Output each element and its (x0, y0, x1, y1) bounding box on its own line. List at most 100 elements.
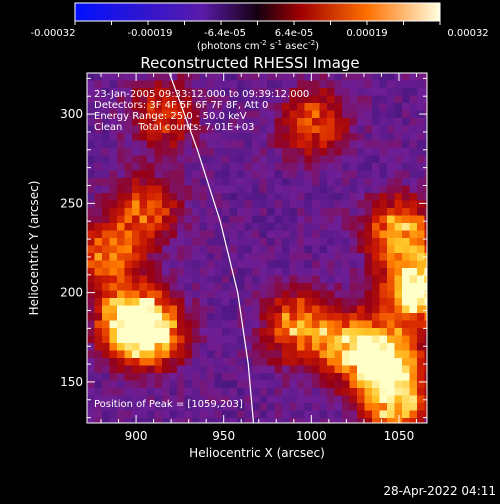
heatmap-cell (169, 290, 178, 299)
heatmap-cell (229, 163, 238, 172)
heatmap-cell (102, 163, 111, 172)
heatmap-cell (417, 410, 426, 419)
heatmap-cell (139, 95, 148, 104)
heatmap-cell (252, 320, 261, 329)
heatmap-cell (109, 178, 118, 187)
heatmap-cell (102, 103, 111, 112)
heatmap-cell (297, 283, 306, 292)
heatmap-cell (147, 230, 156, 239)
heatmap-cell (379, 230, 388, 239)
heatmap-cell (117, 200, 126, 209)
heatmap-cell (222, 305, 231, 314)
heatmap-cell (229, 410, 238, 419)
heatmap-cell (199, 320, 208, 329)
heatmap-cell (312, 395, 321, 404)
heatmap-cell (199, 418, 208, 423)
heatmap-cell (319, 230, 328, 239)
heatmap-cell (357, 290, 366, 299)
heatmap-cell (139, 185, 148, 194)
heatmap-cell (259, 335, 268, 344)
heatmap-cell (229, 200, 238, 209)
heatmap-cell (334, 200, 343, 209)
heatmap-cell (372, 403, 381, 412)
heatmap-cell (222, 80, 231, 89)
heatmap-cell (297, 125, 306, 134)
heatmap-cell (94, 148, 103, 157)
heatmap-cell (169, 215, 178, 224)
heatmap-cell (139, 365, 148, 374)
heatmap-cell (87, 365, 96, 374)
heatmap-cell (199, 350, 208, 359)
heatmap-cell (424, 358, 427, 367)
heatmap-cell (417, 215, 426, 224)
colorbar-gradient (74, 2, 441, 22)
heatmap-cell (139, 245, 148, 254)
heatmap-cell (319, 290, 328, 299)
heatmap-cell (379, 320, 388, 329)
heatmap-cell (259, 208, 268, 217)
heatmap-cell (184, 283, 193, 292)
heatmap-cell (154, 118, 163, 127)
heatmap-cell (184, 215, 193, 224)
heatmap-cell (147, 275, 156, 284)
heatmap-cell (342, 395, 351, 404)
heatmap-cell (379, 95, 388, 104)
heatmap-cell (132, 193, 141, 202)
heatmap-cell (297, 208, 306, 217)
heatmap-cell (109, 388, 118, 397)
heatmap-cell (282, 133, 291, 142)
heatmap-cell (409, 418, 418, 423)
heatmap-cell (259, 140, 268, 149)
heatmap-cell (117, 275, 126, 284)
heatmap-cell (342, 358, 351, 367)
heatmap-cell (319, 95, 328, 104)
heatmap-cell (394, 148, 403, 157)
heatmap-cell (349, 343, 358, 352)
heatmap-cell (87, 148, 96, 157)
heatmap-cell (87, 305, 96, 314)
heatmap-cell (259, 388, 268, 397)
heatmap-cell (364, 268, 373, 277)
heatmap-cell (207, 193, 216, 202)
heatmap-cell (87, 103, 96, 112)
heatmap-cell (222, 133, 231, 142)
heatmap-cell (139, 395, 148, 404)
heatmap-cell (259, 343, 268, 352)
heatmap-cell (372, 215, 381, 224)
heatmap-cell (207, 365, 216, 374)
heatmap-cell (349, 373, 358, 382)
heatmap-cell (244, 343, 253, 352)
heatmap-cell (312, 118, 321, 127)
heatmap-cell (274, 373, 283, 382)
heatmap-cell (312, 103, 321, 112)
heatmap-cell (214, 208, 223, 217)
heatmap-cell (409, 125, 418, 134)
heatmap-cell (409, 358, 418, 367)
heatmap-cell (274, 260, 283, 269)
heatmap-cell (229, 320, 238, 329)
heatmap-cell (327, 283, 336, 292)
heatmap-cell (94, 260, 103, 269)
heatmap-cell (147, 178, 156, 187)
heatmap-cell (214, 350, 223, 359)
heatmap-cell (102, 403, 111, 412)
heatmap-cell (379, 223, 388, 232)
heatmap-cell (417, 350, 426, 359)
heatmap-cell (162, 403, 171, 412)
heatmap-cell (424, 170, 427, 179)
heatmap-cell (109, 290, 118, 299)
heatmap-cell (417, 245, 426, 254)
heatmap-cell (312, 140, 321, 149)
heatmap-cell (312, 133, 321, 142)
heatmap-cell (357, 140, 366, 149)
heatmap-cell (214, 73, 223, 82)
heatmap-cell (424, 365, 427, 374)
heatmap-cell (394, 170, 403, 179)
heatmap-cell (394, 320, 403, 329)
heatmap-cell (402, 260, 411, 269)
heatmap-cell (162, 380, 171, 389)
heatmap-cell (312, 253, 321, 262)
heatmap-cell (409, 305, 418, 314)
heatmap-cell (409, 193, 418, 202)
heatmap-cell (342, 388, 351, 397)
